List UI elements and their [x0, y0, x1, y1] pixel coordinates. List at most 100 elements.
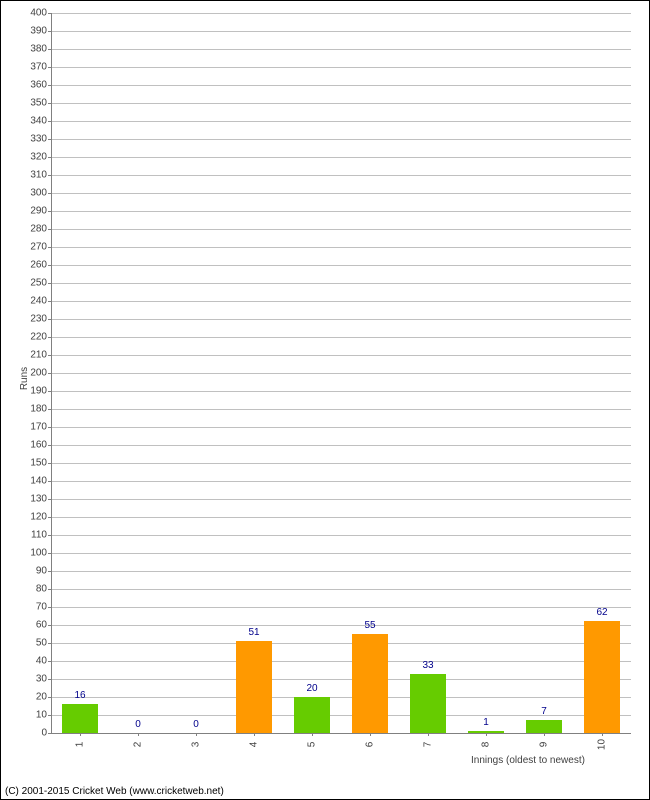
x-tick-label: 5	[307, 742, 318, 748]
gridline	[51, 247, 631, 248]
y-tick-label: 210	[30, 350, 47, 361]
y-tick-label: 230	[30, 314, 47, 325]
x-tick-label: 7	[423, 742, 434, 748]
y-tick-label: 220	[30, 332, 47, 343]
bar-value-label: 1	[483, 717, 489, 728]
gridline	[51, 661, 631, 662]
gridline	[51, 373, 631, 374]
x-tick-label: 8	[481, 742, 492, 748]
bar	[584, 621, 620, 733]
y-tick-label: 390	[30, 26, 47, 37]
y-tick-label: 300	[30, 188, 47, 199]
y-tick-label: 20	[36, 692, 47, 703]
gridline	[51, 157, 631, 158]
bar	[294, 697, 330, 733]
plot-area: 0102030405060708090100110120130140150160…	[51, 13, 631, 733]
gridline	[51, 481, 631, 482]
y-tick-label: 280	[30, 224, 47, 235]
x-tick-mark	[254, 733, 255, 736]
y-tick-label: 400	[30, 8, 47, 19]
bar	[410, 674, 446, 733]
gridline	[51, 643, 631, 644]
bar-value-label: 20	[306, 683, 317, 694]
bar	[236, 641, 272, 733]
gridline	[51, 445, 631, 446]
chart-frame: 0102030405060708090100110120130140150160…	[0, 0, 650, 800]
gridline	[51, 31, 631, 32]
bar	[352, 634, 388, 733]
x-tick-mark	[196, 733, 197, 736]
y-tick-label: 130	[30, 494, 47, 505]
x-tick-label: 10	[597, 739, 608, 750]
x-tick-mark	[428, 733, 429, 736]
y-tick-label: 380	[30, 44, 47, 55]
gridline	[51, 283, 631, 284]
bar	[526, 720, 562, 733]
y-tick-label: 50	[36, 638, 47, 649]
x-tick-label: 9	[539, 742, 550, 748]
gridline	[51, 553, 631, 554]
y-tick-label: 330	[30, 134, 47, 145]
gridline	[51, 589, 631, 590]
y-tick-label: 190	[30, 386, 47, 397]
gridline	[51, 319, 631, 320]
y-tick-label: 180	[30, 404, 47, 415]
gridline	[51, 607, 631, 608]
y-tick-label: 240	[30, 296, 47, 307]
gridline	[51, 679, 631, 680]
gridline	[51, 409, 631, 410]
x-axis-title: Innings (oldest to newest)	[471, 755, 585, 766]
bar-value-label: 62	[596, 607, 607, 618]
bar-value-label: 0	[193, 719, 199, 730]
gridline	[51, 427, 631, 428]
gridline	[51, 301, 631, 302]
y-tick-label: 250	[30, 278, 47, 289]
gridline	[51, 391, 631, 392]
gridline	[51, 517, 631, 518]
y-tick-label: 370	[30, 62, 47, 73]
y-tick-label: 0	[41, 728, 47, 739]
y-axis-title: Runs	[19, 367, 30, 390]
y-tick-label: 340	[30, 116, 47, 127]
gridline	[51, 193, 631, 194]
x-tick-label: 1	[75, 742, 86, 748]
x-tick-mark	[80, 733, 81, 736]
x-tick-mark	[138, 733, 139, 736]
y-tick-label: 70	[36, 602, 47, 613]
y-tick-label: 170	[30, 422, 47, 433]
bar	[62, 704, 98, 733]
bar-value-label: 33	[422, 660, 433, 671]
gridline	[51, 337, 631, 338]
bar-value-label: 7	[541, 706, 547, 717]
y-tick-label: 270	[30, 242, 47, 253]
gridline	[51, 625, 631, 626]
gridline	[51, 499, 631, 500]
y-tick-label: 100	[30, 548, 47, 559]
gridline	[51, 121, 631, 122]
gridline	[51, 463, 631, 464]
y-tick-label: 150	[30, 458, 47, 469]
y-tick-label: 320	[30, 152, 47, 163]
x-tick-label: 4	[249, 742, 260, 748]
gridline	[51, 355, 631, 356]
y-tick-label: 290	[30, 206, 47, 217]
gridline	[51, 229, 631, 230]
bar-value-label: 55	[364, 620, 375, 631]
y-tick-label: 120	[30, 512, 47, 523]
y-tick-label: 360	[30, 80, 47, 91]
y-tick-label: 310	[30, 170, 47, 181]
bar-value-label: 51	[248, 627, 259, 638]
y-tick-label: 80	[36, 584, 47, 595]
gridline	[51, 175, 631, 176]
gridline	[51, 67, 631, 68]
gridline	[51, 139, 631, 140]
gridline	[51, 571, 631, 572]
y-tick-label: 30	[36, 674, 47, 685]
y-tick-label: 110	[31, 530, 47, 541]
x-tick-label: 3	[191, 742, 202, 748]
gridline	[51, 103, 631, 104]
x-tick-label: 6	[365, 742, 376, 748]
x-tick-mark	[486, 733, 487, 736]
x-tick-mark	[312, 733, 313, 736]
gridline	[51, 13, 631, 14]
